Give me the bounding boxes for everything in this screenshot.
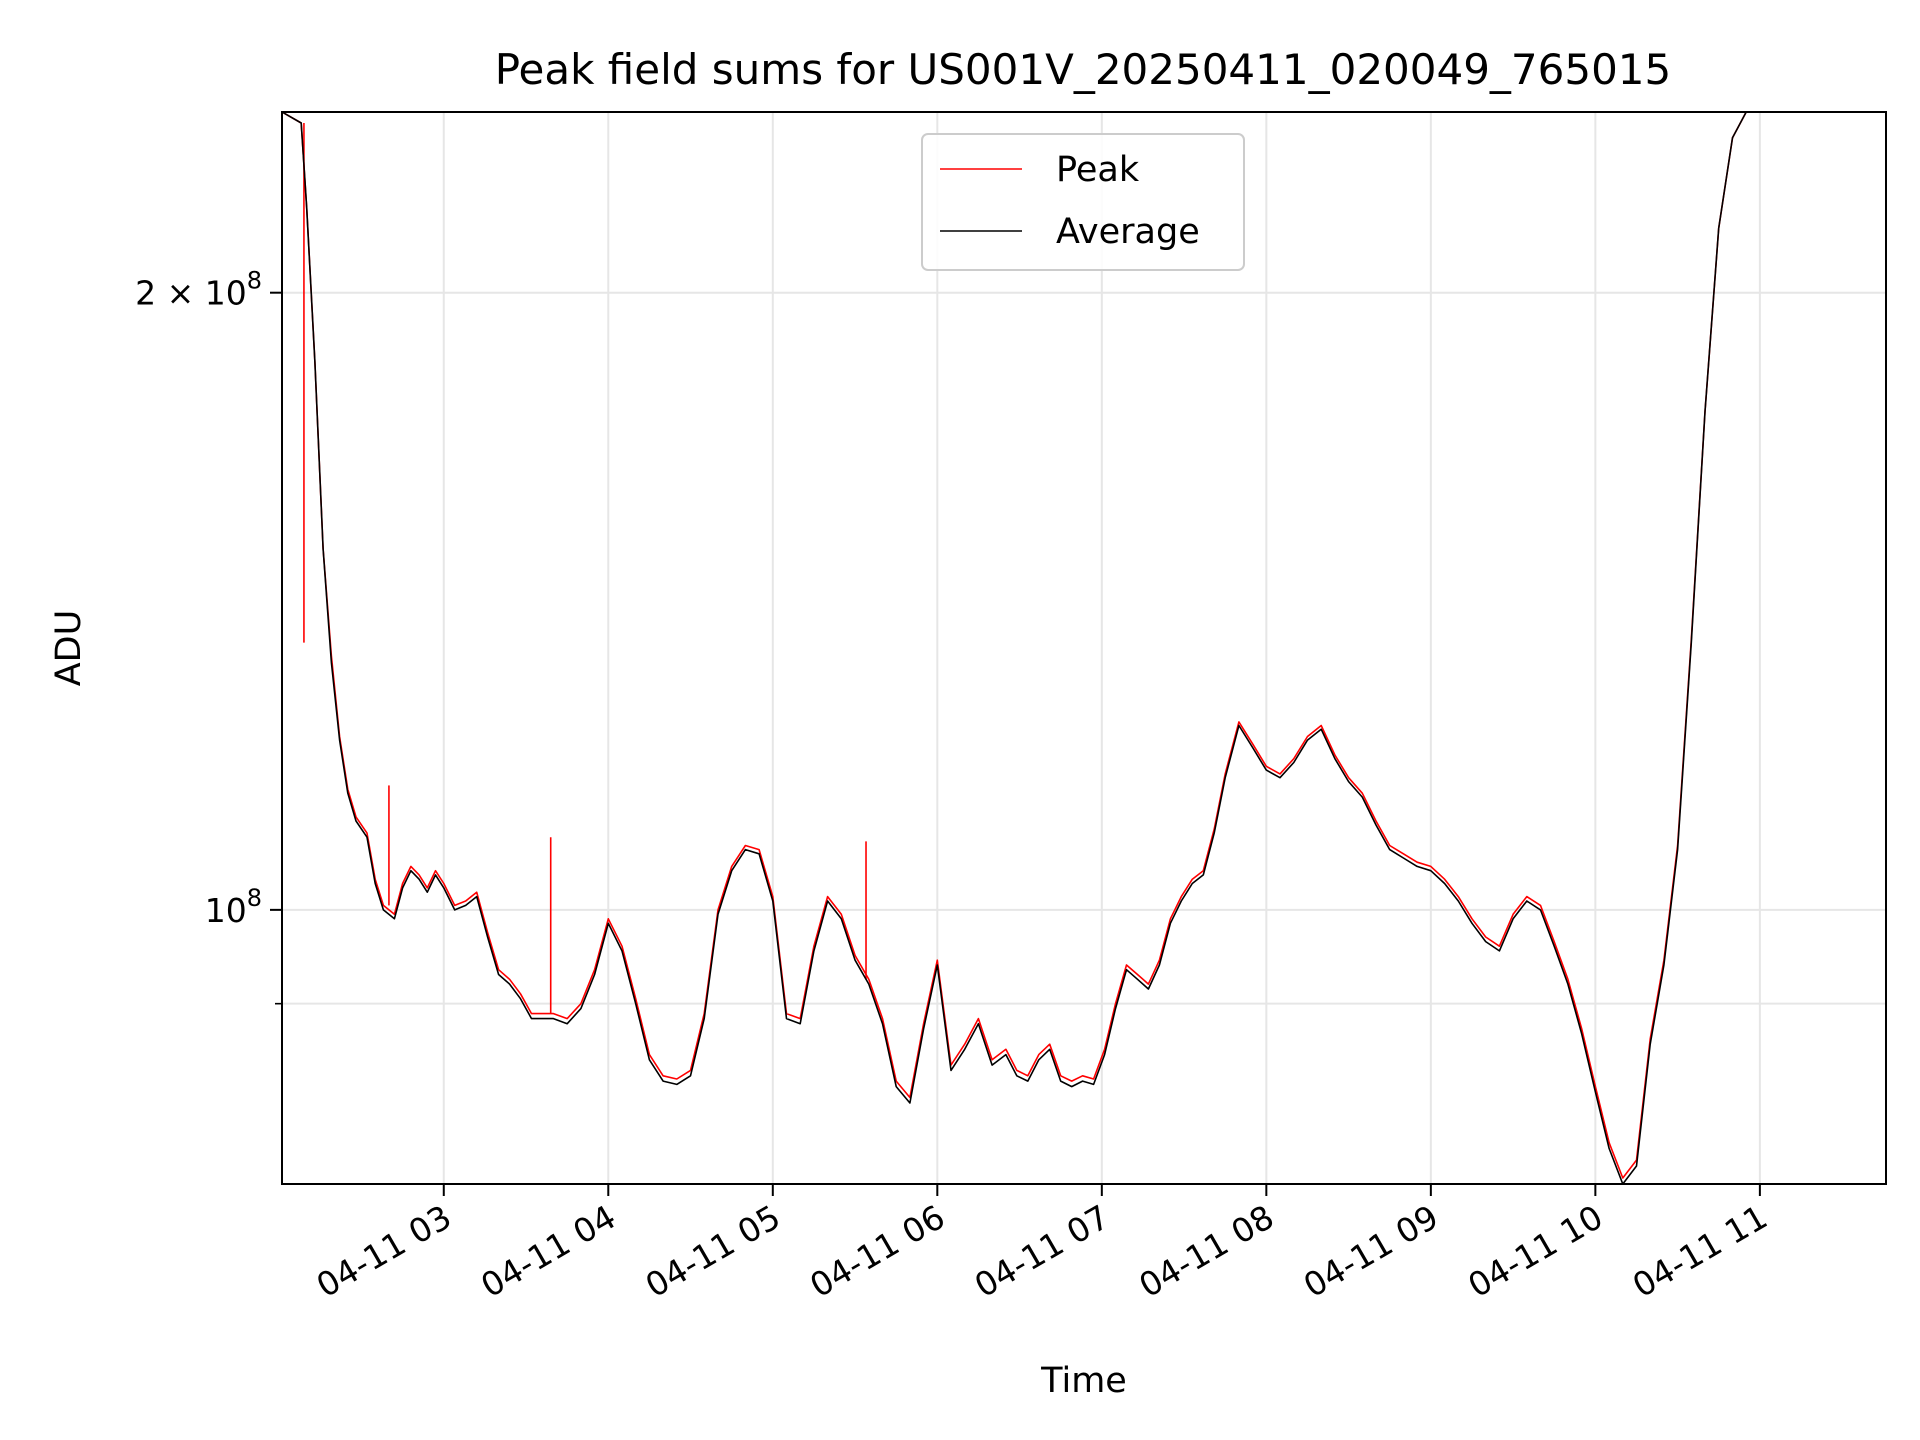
legend-label-peak: Peak <box>1056 150 1140 190</box>
y-tick-base: 10 <box>205 274 247 313</box>
y-tick-exponent: 8 <box>247 267 262 295</box>
legend-label-average: Average <box>1056 212 1200 252</box>
y-tick-label: 108 <box>205 884 262 930</box>
legend: Peak Average <box>921 133 1245 271</box>
series-lines <box>282 112 1760 1184</box>
y-tick-multiplier: 2 × <box>135 274 205 313</box>
chart-title: Peak field sums for US001V_20250411_0200… <box>495 45 1672 94</box>
grid <box>282 112 1886 1184</box>
series-line-peak <box>282 112 1760 1179</box>
y-tick-exponent: 8 <box>247 884 262 912</box>
y-tick-base: 10 <box>205 891 247 930</box>
y-axis-title: ADU <box>49 610 89 687</box>
plot-frame <box>281 111 1887 1185</box>
x-axis-title: Time <box>1040 1361 1127 1401</box>
y-tick-label: 2 × 108 <box>135 267 262 313</box>
series-line-average <box>282 112 1760 1184</box>
legend-box <box>921 133 1245 271</box>
